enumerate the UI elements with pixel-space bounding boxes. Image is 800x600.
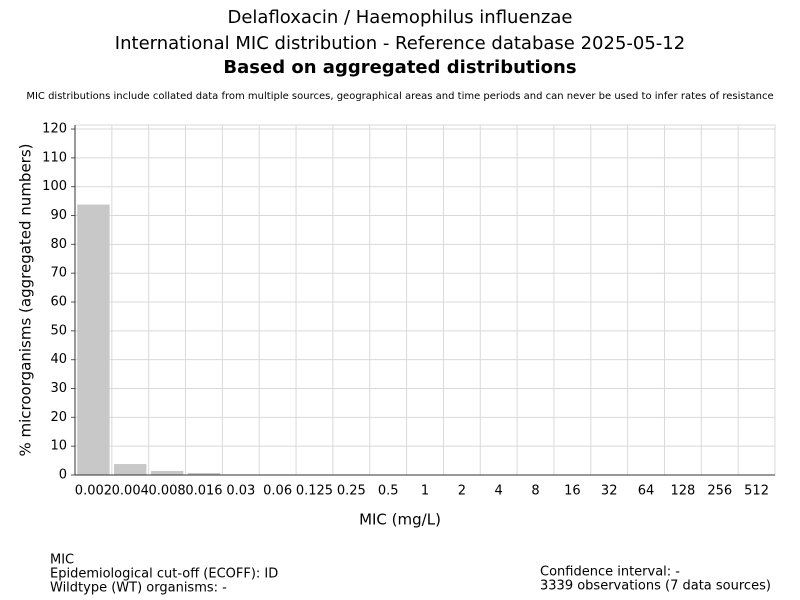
y-tick-label: 70 [50,266,67,281]
footer-text: Confidence interval: - [540,565,680,580]
y-tick-label: 90 [50,208,67,223]
x-axis-label: MIC (mg/L) [359,511,441,529]
x-tick-label: 0.125 [296,484,333,499]
x-tick-label: 512 [744,484,769,499]
x-tick-label: 1 [421,484,429,499]
chart-title-line: Based on aggregated distributions [223,57,576,78]
chart-title-line: International MIC distribution - Referen… [115,33,685,54]
y-tick-label: 10 [50,439,67,454]
x-tick-label: 0.5 [378,484,399,499]
bar [77,204,110,476]
y-tick-label: 50 [50,323,67,338]
x-tick-label: 4 [495,484,503,499]
x-tick-label: 0.016 [185,484,222,499]
plot-frame [74,124,776,476]
bar [150,470,184,475]
y-tick-label: 0 [59,468,67,483]
x-tick-label: 64 [638,484,655,499]
bar [187,472,221,475]
footer-text: Wildtype (WT) organisms: - [50,581,227,596]
y-tick-label: 30 [50,381,67,396]
y-tick-label: 20 [50,410,67,425]
x-tick-label: 256 [707,484,732,499]
x-tick-label: 0.004 [112,484,149,499]
x-tick-label: 0.002 [75,484,112,499]
y-tick-label: 40 [50,352,67,367]
x-tick-label: 16 [564,484,581,499]
y-tick-label: 110 [42,150,67,165]
chart-subtitle: MIC distributions include collated data … [26,91,773,102]
chart-title: Delafloxacin / Haemophilus influenzae [228,7,573,28]
x-tick-label: 0.06 [263,484,292,499]
x-tick-label: 8 [531,484,539,499]
x-tick-label: 32 [601,484,618,499]
y-tick-label: 60 [50,295,67,310]
bar [114,464,147,475]
x-tick-label: 128 [670,484,695,499]
x-tick-label: 0.03 [226,484,255,499]
x-tick-label: 0.25 [337,484,366,499]
x-tick-label: 0.008 [148,484,185,499]
x-tick-label: 2 [458,484,466,499]
y-tick-label: 120 [42,122,67,137]
y-axis-label: % microorganisms (aggregated numbers) [17,143,35,456]
footer-text: Epidemiological cut-off (ECOFF): ID [50,567,278,582]
y-tick-label: 80 [50,237,67,252]
footer-text: 3339 observations (7 data sources) [540,579,771,594]
y-tick-label: 100 [42,179,67,194]
footer-text: MIC [50,553,74,568]
